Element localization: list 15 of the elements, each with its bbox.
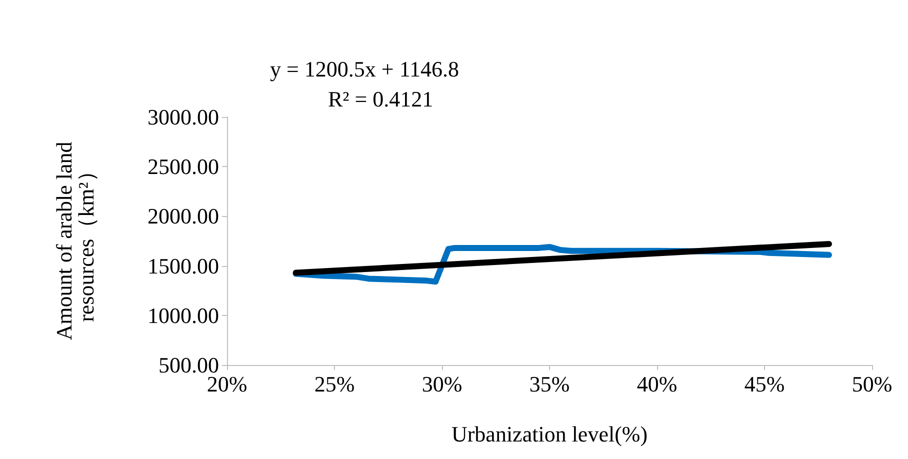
x-tick-label: 35% <box>529 372 570 396</box>
x-tick-label: 40% <box>636 372 678 396</box>
y-tick-label: 3000.00 <box>148 104 219 130</box>
x-tick-label: 25% <box>314 372 355 396</box>
x-tick-label: 50% <box>852 372 892 396</box>
x-tick-label: 45% <box>744 372 785 396</box>
y-tick-label: 1500.00 <box>148 253 219 278</box>
y-axis-title: Amount of arable land resources（km²） <box>52 142 98 340</box>
x-tick-label: 30% <box>422 372 462 396</box>
text: y = 1200.5x + 1146.8 <box>270 56 459 82</box>
y-tick-label: 2000.00 <box>148 204 219 229</box>
y-tick-label: 2500.00 <box>148 154 219 180</box>
x-axis-title: Urbanization level(%) <box>451 422 648 446</box>
y-tick-label: 1000.00 <box>148 302 219 328</box>
text: R² = 0.4121 <box>328 86 434 112</box>
